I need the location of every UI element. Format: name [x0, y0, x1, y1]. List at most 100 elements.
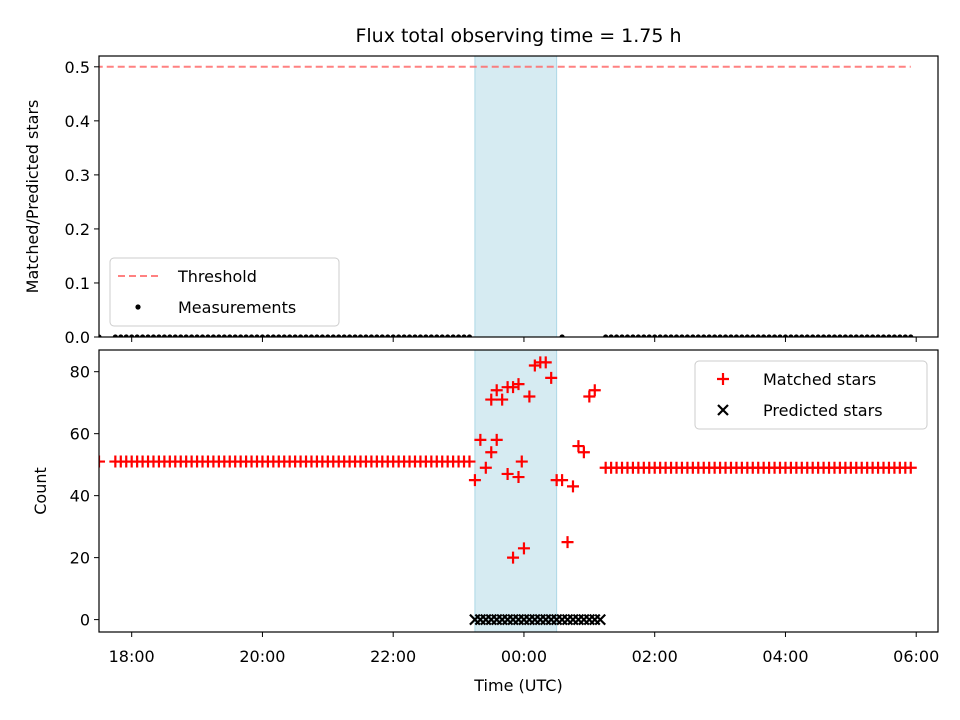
data-point — [523, 390, 536, 403]
data-point — [112, 334, 118, 337]
y-tick-label: 40 — [70, 487, 90, 506]
data-point — [167, 334, 173, 337]
legend-marker — [717, 373, 729, 385]
data-point — [434, 334, 440, 337]
data-point — [308, 334, 315, 337]
data-point — [761, 334, 767, 337]
data-point — [259, 334, 266, 337]
data-point — [281, 334, 287, 337]
data-point — [652, 334, 658, 337]
data-point — [496, 393, 509, 406]
data-point — [908, 334, 914, 337]
data-point — [194, 334, 200, 337]
x-tick-label: 06:00 — [893, 647, 939, 666]
data-point — [848, 334, 854, 337]
data-point — [701, 334, 707, 337]
data-point — [314, 334, 320, 337]
data-point — [777, 334, 783, 337]
y-tick-label: 80 — [70, 363, 90, 382]
data-point — [243, 334, 249, 337]
data-point — [325, 334, 331, 337]
data-point — [679, 334, 685, 337]
data-point — [619, 334, 625, 337]
data-point — [728, 334, 734, 337]
data-point — [319, 334, 325, 337]
data-point — [539, 356, 552, 369]
data-point — [379, 334, 385, 337]
x-axis-label: Time (UTC) — [473, 676, 562, 695]
data-point — [566, 480, 579, 493]
data-point — [712, 334, 718, 337]
y-tick-label: 60 — [70, 425, 90, 444]
data-point — [662, 334, 669, 337]
data-point — [336, 334, 342, 337]
y-axis-label: Count — [31, 467, 50, 515]
data-point — [445, 334, 451, 337]
data-point — [635, 334, 641, 337]
data-point — [886, 334, 892, 337]
data-point — [401, 334, 407, 337]
x-tick-label: 00:00 — [501, 647, 547, 666]
data-point — [733, 334, 740, 337]
plot-area — [99, 356, 917, 626]
legend: Threshold Measurements — [109, 257, 340, 327]
data-point — [123, 334, 129, 337]
y-tick-label: 20 — [70, 549, 90, 568]
legend-marker — [135, 304, 141, 310]
data-point — [189, 334, 195, 337]
data-point — [330, 334, 336, 337]
data-point — [406, 334, 413, 337]
data-point — [134, 334, 140, 337]
data-point — [673, 334, 680, 337]
data-point — [265, 334, 271, 337]
data-point — [559, 334, 565, 337]
series-measurements — [99, 334, 914, 337]
data-point — [594, 613, 606, 626]
data-point — [412, 334, 418, 337]
data-point — [341, 334, 347, 337]
data-point — [837, 334, 843, 337]
data-point — [657, 334, 663, 337]
data-point — [572, 440, 585, 453]
shaded-region — [474, 55, 558, 338]
data-point — [766, 334, 772, 337]
data-point — [864, 334, 870, 337]
data-point — [771, 334, 778, 337]
data-point — [880, 334, 887, 337]
data-point — [556, 474, 569, 487]
y-tick-label: 0 — [80, 611, 90, 630]
data-point — [588, 384, 601, 397]
series-predicted-stars — [469, 613, 606, 626]
data-point — [368, 334, 375, 337]
legend-box — [694, 360, 928, 430]
x-tick-label: 22:00 — [370, 647, 416, 666]
legend: Matched stars Predicted stars — [694, 360, 928, 430]
data-point — [561, 536, 574, 549]
data-point — [507, 551, 520, 564]
data-point — [463, 455, 476, 468]
data-point — [842, 334, 848, 337]
data-point — [363, 334, 369, 337]
data-point — [292, 334, 298, 337]
data-point — [603, 334, 609, 337]
data-point — [385, 334, 391, 337]
data-point — [216, 334, 222, 337]
data-point — [902, 334, 908, 337]
data-point — [156, 334, 162, 337]
data-point — [172, 334, 178, 337]
legend-label: Matched stars — [763, 370, 876, 389]
data-point — [455, 334, 462, 337]
data-point — [145, 334, 151, 337]
shaded-region — [474, 349, 558, 633]
y-tick-label: 0.0 — [65, 328, 90, 347]
data-point — [788, 334, 794, 337]
data-point — [875, 334, 881, 337]
data-point — [99, 460, 100, 463]
x-tick-label: 20:00 — [239, 647, 285, 666]
data-point — [374, 334, 380, 337]
chart-title: Flux total observing time = 1.75 h — [355, 25, 681, 47]
data-point — [744, 334, 750, 337]
legend-marker — [717, 404, 729, 416]
data-point — [428, 334, 434, 337]
data-point — [450, 334, 456, 337]
